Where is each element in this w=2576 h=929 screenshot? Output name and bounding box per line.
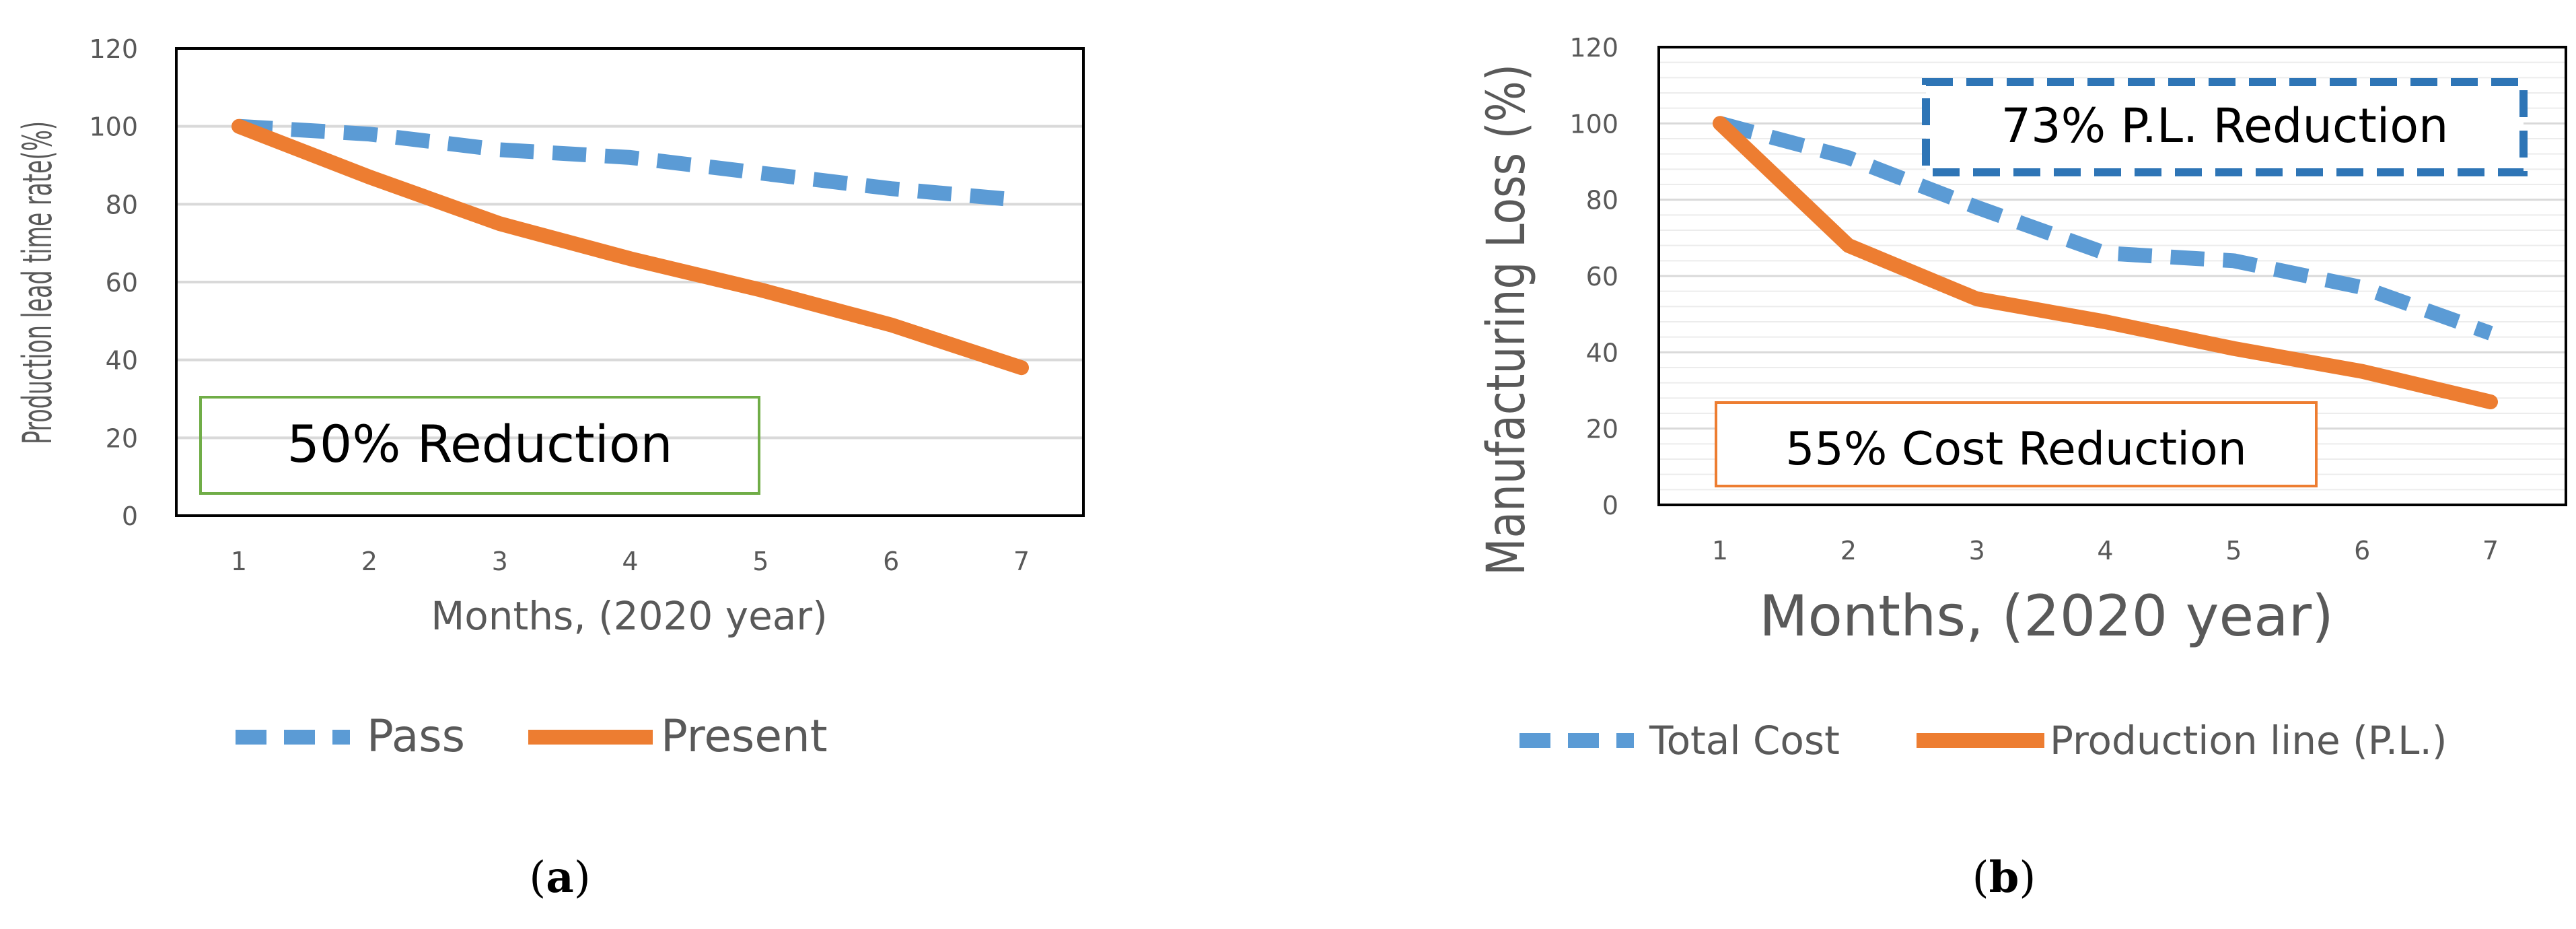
chart-a-series-present-point bbox=[499, 223, 501, 224]
chart-a-series-pass-point bbox=[369, 133, 370, 135]
chart-b-annotation-pl-text: 73% P.L. Reduction bbox=[2001, 98, 2449, 153]
chart-a-series-present-point bbox=[369, 176, 370, 178]
chart-a-y-tick-label: 20 bbox=[106, 423, 138, 453]
chart-a-x-tick-label: 3 bbox=[492, 547, 508, 576]
chart-b-series bbox=[1713, 116, 2498, 409]
chart-b-x-tick-label: 2 bbox=[1840, 536, 1857, 565]
chart-b-series-production-line-p-l-point bbox=[2490, 401, 2491, 403]
chart-b-series-production-line-p-l-point bbox=[2105, 321, 2106, 322]
chart-a-y-tick-label: 40 bbox=[106, 346, 138, 376]
chart-a-plot-frame bbox=[175, 47, 1085, 517]
chart-b-series-production-line-p-l-point bbox=[2361, 371, 2363, 372]
chart-a-x-tick-label: 2 bbox=[361, 547, 378, 576]
chart-a-y-tick-label: 0 bbox=[122, 502, 138, 531]
chart-a-y-tick-label: 60 bbox=[106, 268, 138, 298]
chart-b-series-total-cost-point bbox=[2105, 252, 2106, 254]
chart-a-series-pass-line bbox=[238, 118, 1022, 208]
chart-a-series-present-point bbox=[238, 126, 240, 127]
chart-a-annotation-box bbox=[199, 396, 760, 495]
chart-a-series-pass-point bbox=[1021, 200, 1022, 201]
chart-b-legend: Total Cost Production line (P.L.) bbox=[1519, 718, 2447, 763]
chart-a-x-tick-label: 7 bbox=[1013, 547, 1030, 576]
chart-b-y-tick-label: 100 bbox=[1569, 109, 1618, 139]
chart-b-x-axis-label: Months, (2020 year) bbox=[1759, 583, 2334, 649]
chart-a-x-tick-label: 4 bbox=[622, 547, 638, 576]
chart-b-x-tick-label: 1 bbox=[1712, 536, 1728, 565]
chart-a-series-pass-point bbox=[499, 149, 501, 150]
chart-b-x-tick-label: 4 bbox=[2097, 536, 2113, 565]
chart-b-series-production-line-p-l-point bbox=[1848, 245, 1849, 246]
chart-b-y-tick-label: 20 bbox=[1586, 415, 1618, 444]
chart-b-y-tick-label: 80 bbox=[1586, 186, 1618, 215]
chart-a-series-pass-point bbox=[630, 157, 631, 158]
chart-a-x-axis-label: Months, (2020 year) bbox=[431, 593, 828, 639]
chart-a-y-tick-label: 80 bbox=[106, 190, 138, 219]
chart-b-series-production-line-p-l-line bbox=[1713, 116, 2498, 409]
chart-a-legend: Pass Present bbox=[236, 710, 828, 762]
chart-b-y-ticks: 0 20 40 60 80 100 120 bbox=[1569, 33, 1618, 520]
chart-b-x-tick-label: 7 bbox=[2482, 536, 2499, 565]
chart-a-series-present-point bbox=[630, 258, 631, 259]
chart-b-series-total-cost-point bbox=[1976, 207, 1978, 208]
chart-a-series-present-point bbox=[760, 289, 761, 291]
chart-a-series-present-line bbox=[231, 118, 1029, 376]
chart-b-series-production-line-p-l-point bbox=[1719, 123, 1721, 124]
legend-a-present-label: Present bbox=[661, 710, 828, 762]
chart-b-series-production-line-p-l-point bbox=[2233, 348, 2234, 349]
chart-a-x-tick-label: 5 bbox=[752, 547, 768, 576]
chart-a-series-pass-point bbox=[760, 172, 761, 174]
legend-a-pass-label: Pass bbox=[367, 710, 465, 762]
chart-b-plot-frame bbox=[1657, 46, 2567, 506]
chart-panel-a: 0 20 40 60 80 100 120 1 2 3 4 5 6 7 50% Reduction Mo… bbox=[14, 34, 1085, 903]
chart-a-y-ticks: 0 20 40 60 80 100 120 bbox=[89, 34, 138, 531]
chart-b-y-tick-label: 60 bbox=[1586, 262, 1618, 291]
chart-a-x-ticks: 1 2 3 4 5 6 7 bbox=[231, 547, 1030, 576]
legend-b-total-cost-label: Total Cost bbox=[1649, 718, 1840, 763]
chart-panel-b: 0 20 40 60 80 100 120 1 2 3 4 5 6 7 73% P.L. Reducti… bbox=[1476, 33, 2567, 903]
chart-b-annotation-pl-box bbox=[1922, 78, 2528, 176]
chart-a-series-present-point bbox=[890, 324, 892, 326]
panel-a-caption: (a) bbox=[529, 852, 590, 903]
chart-b-series-total-cost-point bbox=[2490, 333, 2491, 334]
chart-b-x-tick-label: 5 bbox=[2225, 536, 2242, 565]
panel-b-caption: (b) bbox=[1972, 852, 2036, 903]
chart-b-y-axis-label: Manufacturing Loss (%) bbox=[1476, 64, 1537, 576]
legend-b-production-line-label: Production line (P.L.) bbox=[2050, 718, 2447, 763]
chart-b-x-tick-label: 3 bbox=[1969, 536, 1985, 565]
chart-b-annotation-cost-box bbox=[1715, 401, 2318, 487]
chart-a-x-tick-label: 6 bbox=[883, 547, 899, 576]
chart-a-series bbox=[231, 118, 1029, 376]
chart-a-y-axis-label: Production lead time rate(%) bbox=[14, 121, 61, 444]
chart-a-series-present-point bbox=[1021, 367, 1022, 368]
chart-a-x-tick-label: 1 bbox=[231, 547, 247, 576]
chart-b-x-ticks: 1 2 3 4 5 6 7 bbox=[1712, 536, 2499, 565]
chart-b-series-total-cost-point bbox=[2233, 260, 2234, 261]
chart-b-y-tick-label: 0 bbox=[1602, 491, 1618, 520]
chart-b-series-total-cost-point bbox=[2361, 287, 2363, 288]
chart-b-series-total-cost-line bbox=[1718, 116, 2493, 341]
chart-b-y-tick-label: 40 bbox=[1586, 338, 1618, 368]
chart-a-y-tick-label: 100 bbox=[89, 112, 138, 142]
chart-b-series-total-cost-point bbox=[1848, 157, 1849, 158]
chart-a-y-tick-label: 120 bbox=[89, 34, 138, 64]
chart-b-y-tick-label: 120 bbox=[1569, 33, 1618, 63]
chart-b-x-tick-label: 6 bbox=[2354, 536, 2370, 565]
chart-b-series-production-line-p-l-point bbox=[1976, 298, 1978, 300]
chart-a-series-pass-point bbox=[890, 188, 892, 189]
chart-b-annotation-cost-text: 55% Cost Reduction bbox=[1785, 423, 2246, 476]
chart-a-annotation-text: 50% Reduction bbox=[287, 414, 672, 474]
